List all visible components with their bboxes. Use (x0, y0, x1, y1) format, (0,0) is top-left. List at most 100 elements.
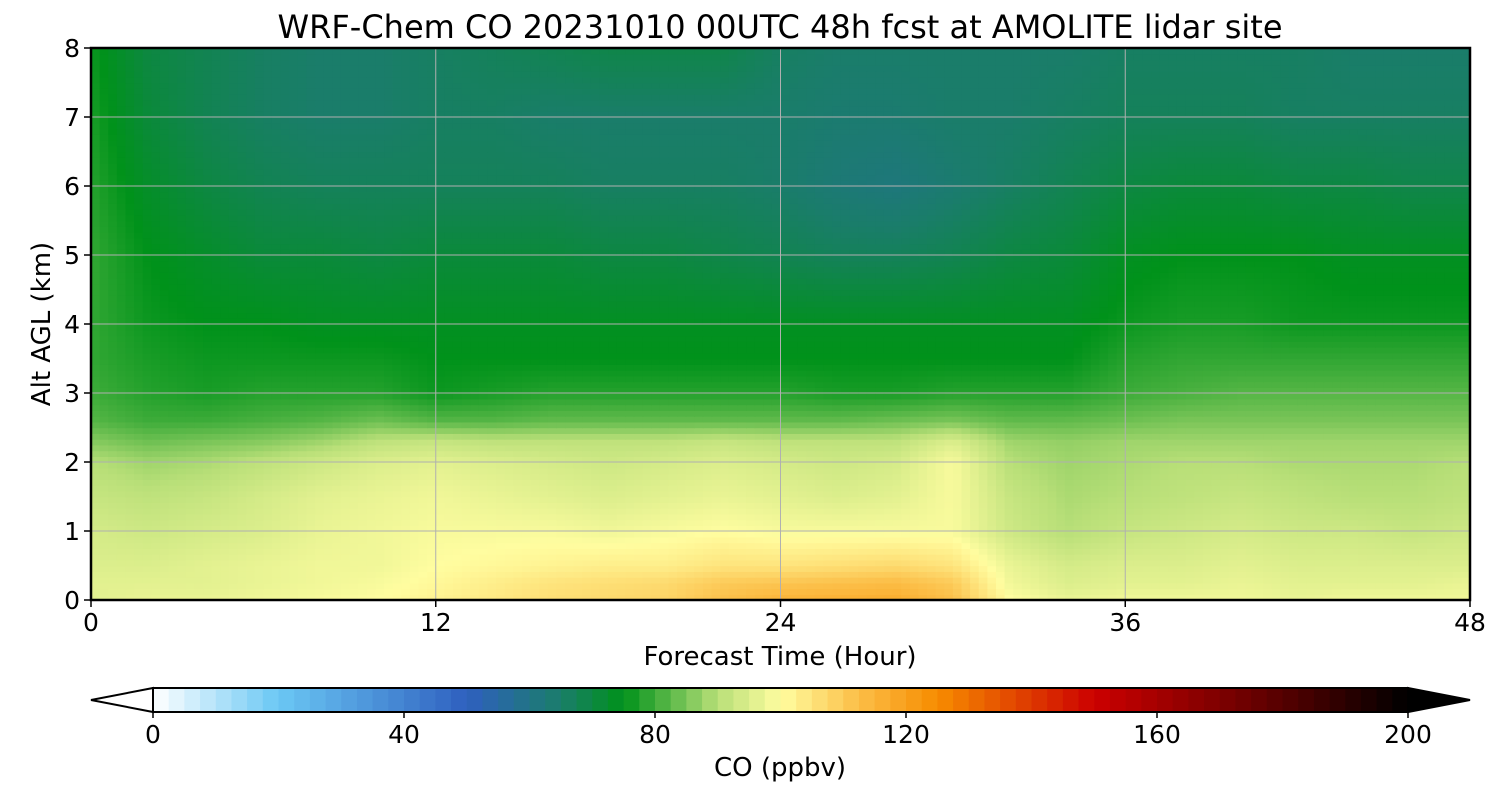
heatmap-cell (763, 490, 773, 498)
heatmap-cell (487, 554, 497, 561)
heatmap-cell (1099, 582, 1109, 590)
heatmap-cell (1435, 525, 1445, 532)
heatmap-cell (1280, 525, 1290, 532)
heatmap-cell (694, 456, 704, 463)
heatmap-cell (185, 502, 196, 509)
heatmap-cell (1108, 456, 1118, 463)
heatmap-cell (1392, 508, 1402, 515)
heatmap-cell (961, 571, 971, 578)
heatmap-cell (746, 467, 756, 475)
heatmap-cell (728, 582, 739, 590)
heatmap-cell (1444, 531, 1454, 538)
heatmap-cell (1090, 479, 1101, 486)
heatmap-cell (1444, 479, 1454, 486)
heatmap-cell (1289, 496, 1299, 503)
heatmap-cell (1461, 588, 1470, 595)
heatmap-cell (125, 467, 135, 475)
heatmap-cell (211, 508, 221, 515)
heatmap-cell (892, 427, 902, 434)
heatmap-cell (892, 444, 902, 452)
heatmap-cell (814, 577, 825, 584)
heatmap-cell (565, 490, 575, 498)
heatmap-cell (1280, 577, 1290, 584)
heatmap-cell (185, 554, 196, 561)
heatmap-cell (840, 519, 851, 526)
heatmap-cell (1202, 582, 1213, 590)
heatmap-cell (185, 582, 196, 590)
heatmap-cell (1064, 588, 1075, 595)
heatmap-cell (814, 548, 825, 555)
heatmap-cell (323, 513, 334, 521)
heatmap-cell (1013, 456, 1023, 463)
heatmap-cell (728, 456, 739, 463)
heatmap-cell (108, 542, 118, 549)
heatmap-cell (375, 467, 385, 475)
heatmap-cell (168, 508, 178, 515)
heatmap-cell (1426, 519, 1437, 526)
heatmap-cell (970, 536, 980, 544)
heatmap-cell (771, 531, 782, 538)
heatmap-cell (1021, 421, 1032, 429)
heatmap-cell (1401, 559, 1411, 567)
heatmap-cell (1254, 577, 1264, 584)
heatmap-cell (582, 439, 592, 446)
heatmap-cell (1392, 427, 1402, 434)
heatmap-cell (814, 502, 825, 509)
heatmap-cell (91, 513, 101, 521)
heatmap-cell (590, 439, 601, 446)
heatmap-cell (375, 473, 385, 480)
heatmap-cell (1073, 467, 1083, 475)
heatmap-cell (1073, 536, 1083, 544)
heatmap-cell (478, 473, 489, 480)
heatmap-cell (1211, 467, 1221, 475)
heatmap-cell (340, 485, 351, 492)
heatmap-cell (280, 536, 290, 544)
heatmap-cell (116, 531, 127, 538)
heatmap-cell (1263, 565, 1273, 572)
heatmap-cell (1245, 433, 1256, 440)
heatmap-cell (849, 467, 859, 475)
heatmap-cell (883, 513, 894, 521)
heatmap-cell (1056, 588, 1066, 595)
heatmap-cell (685, 513, 696, 521)
heatmap-cell (806, 473, 816, 480)
heatmap-cell (254, 490, 265, 498)
heatmap-cell (323, 554, 334, 561)
heatmap-cell (1357, 421, 1368, 429)
heatmap-cell (203, 421, 213, 429)
heatmap-cell (823, 421, 833, 429)
heatmap-cell (1004, 496, 1014, 503)
heatmap-cell (978, 571, 989, 578)
heatmap-cell (375, 490, 385, 498)
heatmap-cell (168, 450, 178, 457)
heatmap-cell (1418, 594, 1428, 600)
heatmap-cell (711, 502, 721, 509)
heatmap-cell (771, 473, 782, 480)
heatmap-cell (1159, 456, 1170, 463)
heatmap-cell (1082, 485, 1092, 492)
heatmap-cell (1237, 531, 1247, 538)
heatmap-cell (1289, 571, 1299, 578)
heatmap-cell (1073, 479, 1083, 486)
heatmap-cell (737, 439, 747, 446)
heatmap-cell (961, 577, 971, 584)
heatmap-cell (513, 502, 523, 509)
heatmap-cell (280, 473, 290, 480)
heatmap-cell (814, 421, 825, 429)
heatmap-cell (159, 462, 170, 469)
heatmap-cell (961, 519, 971, 526)
heatmap-cell (168, 536, 178, 544)
heatmap-cell (892, 548, 902, 555)
heatmap-cell (1289, 450, 1299, 457)
heatmap-cell (806, 439, 816, 446)
heatmap-cell (677, 582, 687, 590)
heatmap-cell (358, 485, 368, 492)
heatmap-cell (246, 559, 256, 567)
heatmap-cell (392, 502, 402, 509)
heatmap-cell (1306, 450, 1316, 457)
heatmap-cell (1263, 502, 1273, 509)
heatmap-cell (1151, 456, 1161, 463)
heatmap-cell (1004, 548, 1014, 555)
heatmap-cell (806, 536, 816, 544)
heatmap-cell (435, 513, 446, 521)
